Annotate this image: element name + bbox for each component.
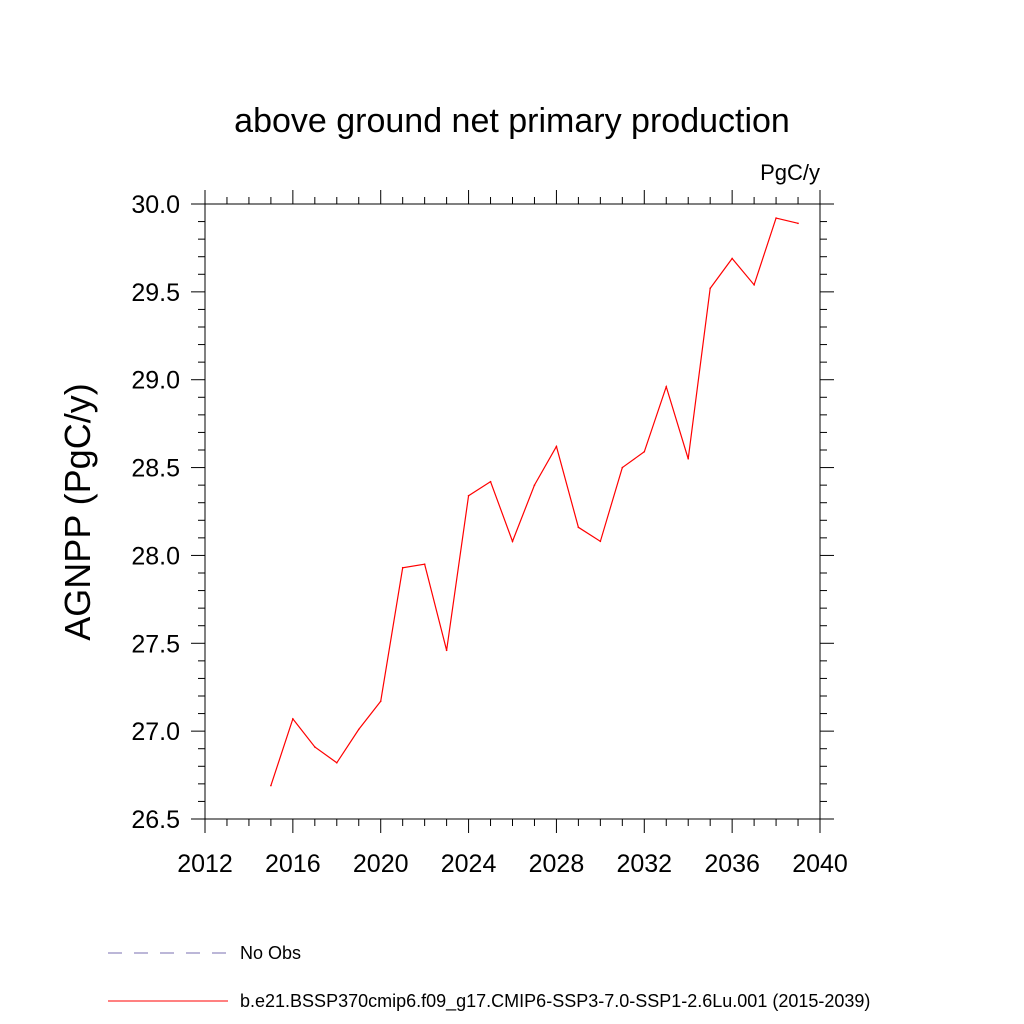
data-point [555,445,558,448]
data-point [533,484,536,486]
series-layer [270,217,799,787]
data-point [423,563,426,566]
data-point [401,566,404,569]
x-tick-label: 2024 [441,850,497,878]
data-point [665,385,668,388]
data-point [797,222,799,225]
legend: No Obs b.e21.BSSP370cmip6.f09_g17.CMIP6-… [108,943,870,1012]
data-point [270,784,272,787]
data-point [599,540,602,543]
data-point [467,494,470,497]
y-tick-label: 29.0 [131,367,180,395]
data-point [379,700,382,703]
data-point [292,718,294,720]
x-tick-label: 2028 [529,850,585,878]
data-point [577,526,580,529]
series-line-0 [270,217,799,786]
data-point [511,540,514,543]
data-point [775,217,777,219]
x-tick-label: 2016 [265,850,321,878]
plot-frame [204,203,821,820]
data-point [445,649,448,652]
chart-title: above ground net primary production [234,102,790,140]
y-tick-label: 28.0 [131,542,180,570]
legend-label-no-obs: No Obs [240,943,301,963]
data-point [753,284,755,286]
data-point [687,457,690,460]
y-tick-label: 26.5 [131,806,180,834]
x-axis-ticks: 2012 2016 2020 2024 2028 2032 2036 2040 [177,190,848,878]
x-tick-label: 2012 [177,850,233,878]
data-point [335,761,338,764]
y-tick-label: 29.5 [131,279,180,307]
y-tick-label: 28.5 [131,455,180,483]
y-axis-ticks: 26.5 27.0 27.5 28.0 28.5 29.0 29.5 30.0 [131,191,834,834]
units-label: PgC/y [760,160,820,185]
data-point [731,257,733,260]
data-point [643,450,646,453]
data-point [709,287,711,290]
x-tick-label: 2036 [704,850,760,878]
x-tick-label: 2040 [792,850,848,878]
y-tick-label: 27.5 [131,630,180,658]
y-tick-label: 30.0 [131,191,180,219]
data-point [621,466,624,469]
data-point [314,746,316,748]
y-axis-label: AGNPP (PgC/y) [57,383,98,640]
data-point [357,728,360,731]
y-tick-label: 27.0 [131,718,180,746]
data-point [489,480,492,483]
x-tick-label: 2032 [616,850,672,878]
x-tick-label: 2020 [353,850,409,878]
legend-label-model: b.e21.BSSP370cmip6.f09_g17.CMIP6-SSP3-7.… [240,991,870,1012]
